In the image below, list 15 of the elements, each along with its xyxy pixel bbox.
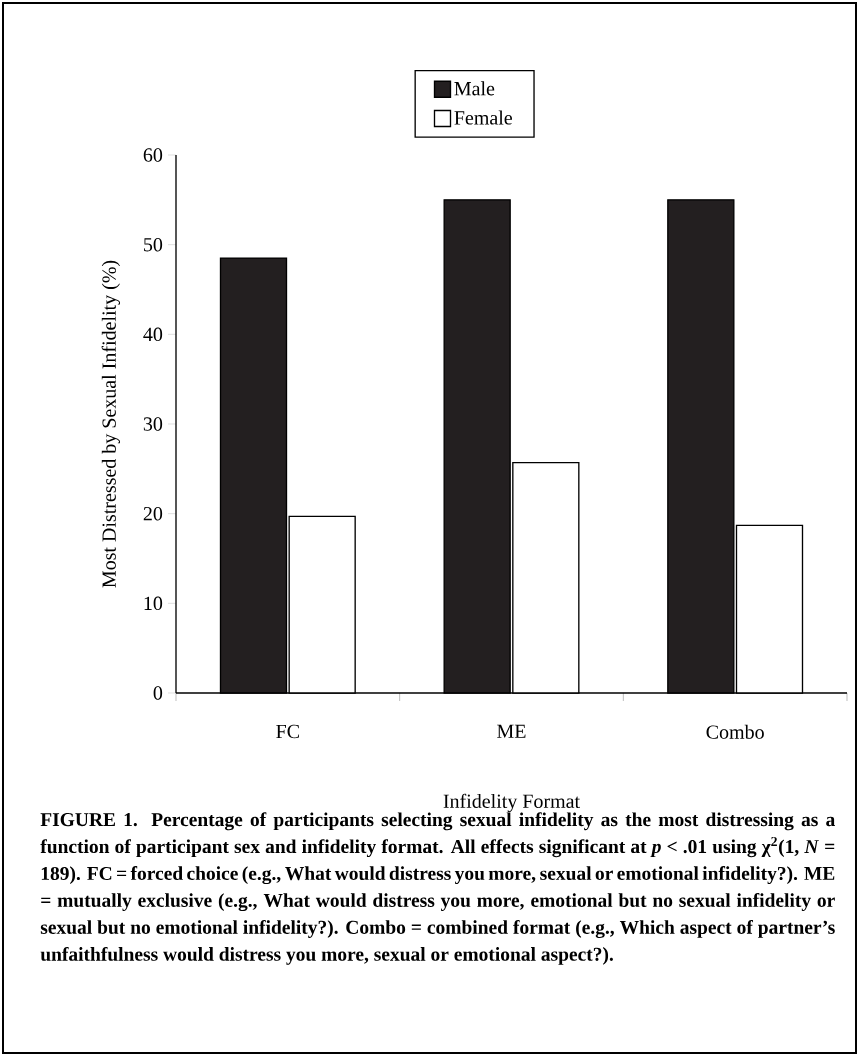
y-axis-title: Most Distressed by Sexual Infidelity (%) xyxy=(101,260,120,588)
y-tick-label: 50 xyxy=(144,237,163,252)
legend-label: Female xyxy=(454,110,513,125)
x-tick-label: Combo xyxy=(706,724,764,739)
y-tick-label: 20 xyxy=(143,506,163,521)
y-tick-label: 30 xyxy=(143,417,163,431)
text: FIGURE 1. Percentage of participants selecting sexual infidelity as the most distressing as a function of participant sex and infidelity format. All effects significant at p < .01 using χ$^{2}$(1, N = 189). FC = forced choice (e.g., What would distress you more, sexual or emotional infidelity?). ME = mutually exclusive (e.g., What would distress you more, emotional but no sexual infidelity or sexual but no emotional infidelity?). Combo = combined format (e.g., Which aspect of partner’s unfaithfulness would distress you more, sexual or emotional aspect?). xyxy=(40,812,835,965)
y-tick-label: 0 xyxy=(153,686,163,700)
y-tick-label: 40 xyxy=(143,327,163,342)
x-axis-title: Infidelity Format xyxy=(443,793,580,813)
x-tick-label: ME xyxy=(497,724,526,738)
y-tick-label: 10 xyxy=(144,596,163,611)
x-tick-label: FC xyxy=(276,724,299,739)
legend-label: Male xyxy=(454,81,495,96)
y-tick-label: 60 xyxy=(143,148,163,162)
